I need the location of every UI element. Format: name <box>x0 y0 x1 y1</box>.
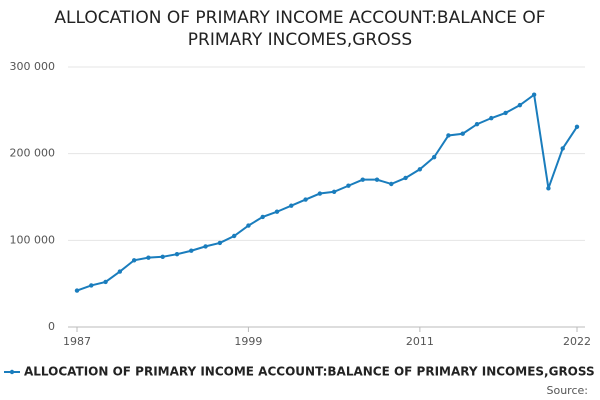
point <box>389 181 394 187</box>
y-tick-label: 100 000 <box>10 233 56 246</box>
chart-title-line: ALLOCATION OF PRIMARY INCOME ACCOUNT:BAL… <box>54 8 545 28</box>
point <box>374 177 380 182</box>
point <box>474 122 480 127</box>
point <box>246 223 251 228</box>
point <box>289 203 294 208</box>
point <box>531 92 537 97</box>
x-tick-label: 2022 <box>563 335 591 348</box>
point <box>203 244 208 249</box>
point <box>117 269 123 274</box>
chart-title-line: PRIMARY INCOMES,GROSS <box>188 30 412 50</box>
legend-marker <box>9 369 15 375</box>
x-tick-label: 2011 <box>406 335 434 348</box>
point <box>231 233 237 239</box>
point <box>174 252 180 257</box>
y-tick-label: 200 000 <box>10 147 56 160</box>
point <box>331 189 337 194</box>
point <box>460 131 465 136</box>
y-tick-label: 300 000 <box>10 60 56 73</box>
point <box>260 214 265 220</box>
point <box>160 254 165 259</box>
chart-title: ALLOCATION OF PRIMARY INCOME ACCOUNT:BAL… <box>54 8 545 50</box>
point <box>560 146 565 151</box>
point <box>503 110 508 116</box>
point <box>403 175 408 181</box>
x-tick-label: 1999 <box>234 335 262 348</box>
point <box>303 197 308 202</box>
point <box>417 167 423 172</box>
point <box>217 240 223 246</box>
x-tick-label: 1987 <box>63 335 91 348</box>
point <box>274 209 280 214</box>
source: Source: <box>547 384 589 397</box>
point <box>489 115 494 121</box>
point <box>89 283 94 288</box>
point <box>431 154 437 160</box>
y-tick-label: 0 <box>48 320 55 333</box>
point <box>103 279 108 285</box>
point <box>317 191 323 196</box>
point <box>346 183 351 188</box>
legend-label: ALLOCATION OF PRIMARY INCOME ACCOUNT:BAL… <box>24 365 595 379</box>
point <box>146 255 151 260</box>
point <box>517 102 523 108</box>
point <box>74 288 80 293</box>
point <box>131 258 137 263</box>
point <box>574 124 580 129</box>
point <box>446 133 451 138</box>
line <box>76 92 578 292</box>
point <box>546 186 551 191</box>
point <box>189 248 194 253</box>
point <box>360 177 365 182</box>
